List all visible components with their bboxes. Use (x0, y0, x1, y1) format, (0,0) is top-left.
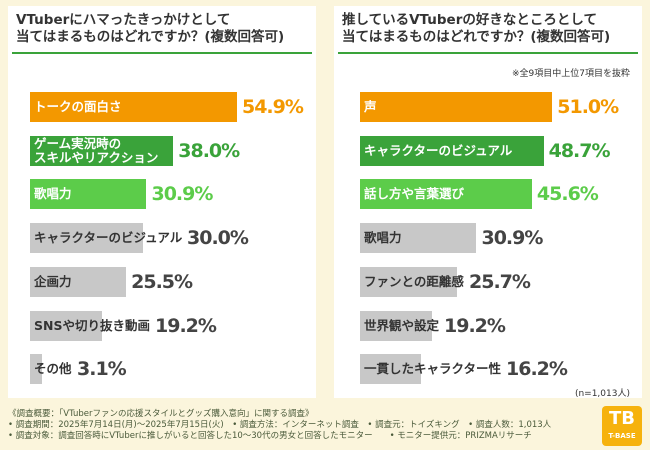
note: ※全9項目中上位7項目を抜粋 (512, 69, 630, 79)
value-label: 51.0% (557, 96, 619, 118)
bar (30, 135, 174, 166)
category-label: 世界観や設定 (364, 317, 440, 333)
bar (360, 354, 422, 385)
logo: TB T-BASE (602, 406, 642, 446)
value-label: 16.2% (506, 358, 568, 381)
bar (360, 135, 544, 166)
category-label: キャラクターのビジュアル (34, 230, 183, 246)
category-label: 歌唱力 (34, 186, 72, 202)
title-underline (338, 52, 638, 54)
bar (30, 354, 42, 385)
value-label: 25.7% (469, 270, 531, 293)
title-line: 推しているVTuberの好きなところとして (342, 12, 597, 28)
footer-line: • 調査対象：調査回答時にVTuberに推しがいると回答した10～30代の男女と… (8, 431, 532, 441)
category-label: SNSや切り抜き動画 (34, 317, 150, 333)
value-label: 48.7% (548, 139, 611, 162)
bar (360, 310, 433, 341)
chart-title: 推しているVTuberの好きなところとして 当てはまるものはどれですか？(複数回答… (342, 12, 610, 46)
value-label: 19.2% (155, 314, 217, 337)
logo-text: T-BASE (608, 432, 636, 440)
bar (30, 223, 144, 254)
title-line: 当てはまるものはどれですか？(複数回答可) (342, 29, 611, 45)
value-label: 38.0% (178, 139, 240, 162)
category-label: キャラクターのビジュアル (364, 142, 513, 158)
category-label: 一貫したキャラクター性 (364, 361, 502, 377)
category-label: ファンとの距離感 (364, 273, 464, 289)
bar (30, 179, 147, 210)
bar (30, 266, 127, 297)
value-label: 3.1% (77, 358, 127, 381)
bar (360, 92, 553, 122)
category-label: ゲーム実況時の スキルやリアクション (34, 135, 159, 165)
bar (30, 92, 237, 122)
category-label: 声 (364, 99, 377, 114)
title-line: VTuberにハマったきっかけとして (16, 12, 231, 28)
value-label: 19.2% (444, 314, 506, 337)
bar (360, 179, 532, 210)
footer-line: 《調査概要：「VTuberファンの応援スタイルとグッズ購入意向」に関する調査》 (8, 409, 314, 419)
title-line: 当てはまるものはどれですか？(複数回答可) (16, 29, 285, 45)
value-label: 30.9% (481, 227, 543, 250)
category-label: 企画力 (34, 273, 72, 289)
title-underline (12, 52, 312, 54)
sample-size: (n=1,013人) (574, 389, 630, 399)
value-label: 54.9% (241, 96, 304, 118)
category-label: その他 (34, 361, 72, 377)
bar (360, 266, 457, 297)
bar (30, 310, 103, 341)
value-label: 30.9% (151, 183, 213, 206)
value-label: 30.0% (187, 227, 249, 250)
chart-title: VTuberにハマったきっかけとして 当てはまるものはどれですか？(複数回答可) (16, 12, 284, 46)
value-label: 45.6% (536, 183, 599, 206)
bar (360, 223, 477, 254)
category-label: 歌唱力 (364, 230, 402, 246)
footer-line: • 調査期間：2025年7月14日(月)～2025年7月15日(火) • 調査方… (8, 420, 552, 430)
category-label: トークの面白さ (34, 99, 122, 114)
value-label: 25.5% (131, 270, 193, 293)
category-label: 話し方や言葉選び (364, 186, 465, 202)
